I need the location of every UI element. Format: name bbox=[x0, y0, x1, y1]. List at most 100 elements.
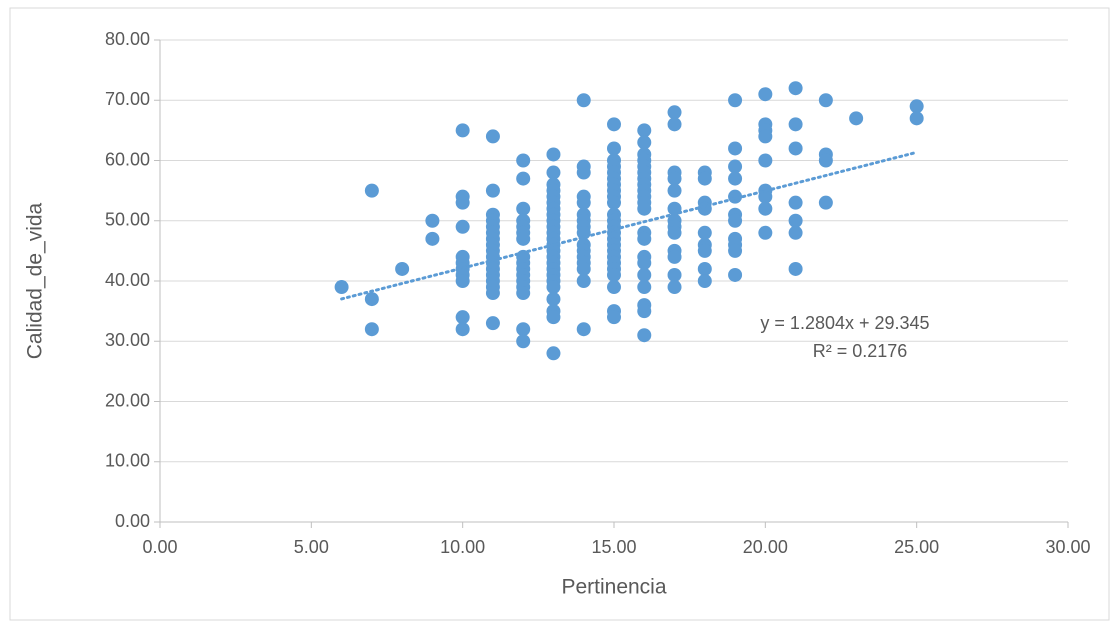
point bbox=[516, 231, 531, 246]
x-tick-label: 30.00 bbox=[1045, 537, 1090, 557]
point bbox=[455, 274, 470, 288]
point bbox=[334, 280, 349, 295]
point bbox=[818, 195, 833, 210]
point bbox=[697, 243, 712, 258]
point bbox=[667, 105, 682, 120]
point bbox=[485, 129, 500, 144]
point bbox=[576, 93, 591, 108]
x-tick-label: 20.00 bbox=[743, 537, 788, 557]
point bbox=[485, 316, 500, 331]
point bbox=[546, 280, 561, 295]
point bbox=[607, 195, 621, 210]
point bbox=[607, 280, 621, 295]
trendline bbox=[340, 150, 919, 301]
point bbox=[546, 346, 561, 361]
y-tick-label: 10.00 bbox=[105, 451, 150, 471]
point bbox=[395, 261, 410, 276]
point bbox=[576, 165, 591, 180]
point bbox=[455, 219, 470, 234]
point bbox=[758, 87, 773, 102]
y-tick-label: 70.00 bbox=[105, 89, 150, 109]
point bbox=[697, 274, 712, 288]
point bbox=[576, 195, 591, 210]
y-tick-label: 40.00 bbox=[105, 270, 150, 290]
point bbox=[516, 286, 531, 301]
point bbox=[667, 249, 682, 264]
point bbox=[788, 117, 803, 132]
y-tick-label: 60.00 bbox=[105, 149, 150, 169]
point bbox=[425, 231, 440, 246]
point bbox=[728, 159, 743, 174]
point bbox=[607, 117, 621, 132]
point bbox=[667, 280, 682, 295]
point bbox=[758, 225, 773, 240]
point bbox=[697, 261, 712, 276]
point bbox=[637, 201, 652, 216]
point bbox=[788, 81, 803, 96]
point bbox=[788, 213, 803, 228]
point bbox=[637, 328, 652, 343]
point bbox=[546, 165, 561, 180]
point bbox=[455, 123, 470, 138]
point bbox=[758, 153, 773, 168]
point bbox=[728, 267, 743, 282]
point bbox=[485, 183, 500, 198]
x-tick-label: 5.00 bbox=[294, 537, 329, 557]
point bbox=[909, 99, 924, 114]
point bbox=[516, 322, 531, 337]
x-tick-label: 10.00 bbox=[440, 537, 485, 557]
point bbox=[425, 213, 440, 228]
point bbox=[728, 171, 743, 186]
point bbox=[516, 153, 531, 168]
point bbox=[788, 141, 803, 156]
point bbox=[728, 243, 743, 258]
point bbox=[455, 310, 470, 325]
point bbox=[849, 111, 864, 126]
y-tick-label: 30.00 bbox=[105, 330, 150, 350]
point bbox=[607, 141, 621, 156]
y-tick-label: 20.00 bbox=[105, 390, 150, 410]
point bbox=[455, 195, 470, 210]
point bbox=[546, 310, 561, 325]
point bbox=[788, 261, 803, 276]
point bbox=[637, 304, 652, 319]
point bbox=[728, 93, 743, 108]
point bbox=[546, 292, 561, 307]
point bbox=[667, 117, 682, 132]
point bbox=[667, 267, 682, 282]
point bbox=[364, 292, 379, 307]
point bbox=[788, 195, 803, 210]
point bbox=[667, 183, 682, 198]
x-tick-label: 25.00 bbox=[894, 537, 939, 557]
x-tick-label: 0.00 bbox=[142, 537, 177, 557]
point bbox=[667, 171, 682, 186]
point bbox=[818, 93, 833, 108]
trendline-r2: R² = 0.2176 bbox=[813, 341, 908, 361]
point bbox=[516, 171, 531, 186]
point bbox=[364, 322, 379, 337]
point bbox=[607, 267, 621, 282]
point bbox=[818, 153, 833, 168]
y-tick-label: 50.00 bbox=[105, 210, 150, 230]
point bbox=[637, 267, 652, 282]
point bbox=[516, 334, 531, 349]
point bbox=[576, 261, 591, 276]
point bbox=[909, 111, 924, 126]
point bbox=[364, 183, 379, 198]
y-axis-title: Calidad_de_vida bbox=[24, 202, 47, 359]
point bbox=[576, 274, 591, 288]
point bbox=[546, 147, 561, 162]
point bbox=[758, 201, 773, 216]
point bbox=[455, 322, 470, 337]
point bbox=[485, 286, 500, 301]
x-axis-title: Pertinencia bbox=[561, 576, 666, 599]
point bbox=[637, 135, 652, 150]
point bbox=[758, 129, 773, 144]
point bbox=[607, 310, 621, 325]
point bbox=[637, 123, 652, 138]
point bbox=[637, 231, 652, 246]
x-tick-label: 15.00 bbox=[591, 537, 636, 557]
point bbox=[728, 213, 743, 228]
point bbox=[667, 225, 682, 240]
